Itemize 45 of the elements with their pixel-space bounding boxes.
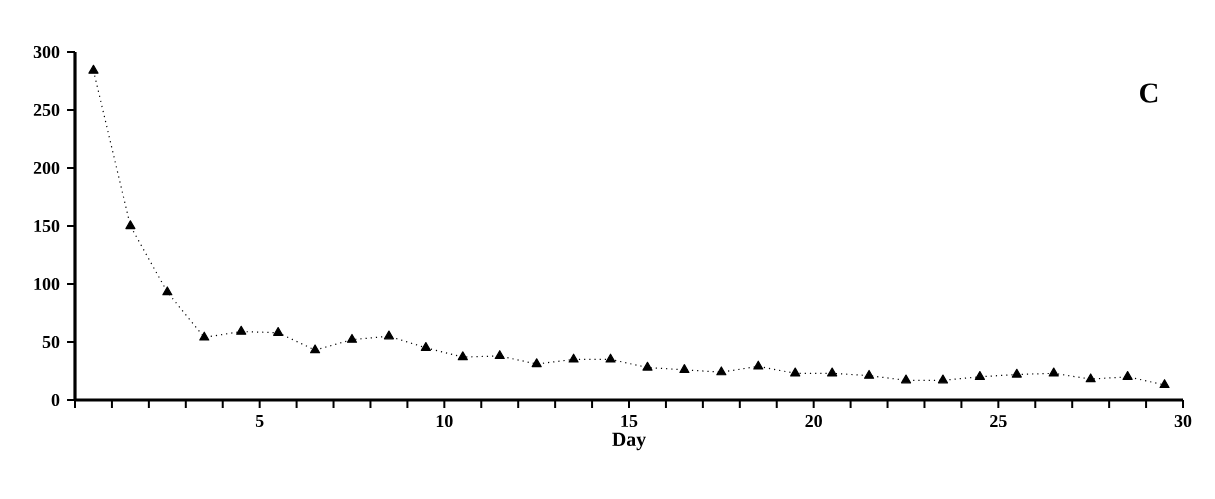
y-tick-label: 100 [34, 277, 60, 291]
y-tick-label: 300 [33, 45, 60, 59]
x-tick-label: 30 [1174, 415, 1192, 428]
point [125, 220, 136, 230]
point [1048, 367, 1059, 377]
annotation: C [1140, 83, 1158, 103]
point [420, 342, 431, 351]
point [531, 358, 542, 368]
x-axis-title: Day [612, 432, 646, 451]
x-tick-label: 5 [255, 415, 264, 427]
point [494, 350, 505, 360]
x-tick-label: 25 [990, 415, 1007, 428]
x-tick-label: 10 [436, 415, 453, 428]
point [309, 344, 321, 354]
y-tick-label: 250 [33, 103, 60, 117]
y-tick-label: 150 [34, 219, 60, 233]
point [679, 364, 690, 374]
point [383, 330, 395, 340]
point [716, 366, 727, 376]
point [974, 371, 985, 380]
point [642, 361, 653, 371]
point [199, 331, 210, 341]
point [900, 374, 912, 384]
point [1011, 368, 1022, 378]
point [827, 367, 838, 377]
point [863, 369, 875, 379]
point [568, 353, 579, 363]
point [346, 333, 358, 343]
y-tick-label: 50 [42, 335, 60, 349]
y-tick-label: 0 [51, 393, 60, 407]
point [236, 325, 247, 335]
point [273, 326, 284, 336]
point [1122, 371, 1133, 380]
x-tick-label: 15 [621, 415, 638, 428]
point [162, 286, 173, 296]
point [937, 374, 949, 384]
point [457, 351, 468, 361]
x-tick-label: 20 [805, 415, 822, 428]
point [1085, 373, 1096, 383]
point [605, 353, 616, 363]
point [753, 360, 764, 370]
y-tick-label: 200 [33, 161, 60, 175]
point [790, 367, 801, 377]
point [1159, 379, 1170, 389]
point [88, 64, 99, 74]
